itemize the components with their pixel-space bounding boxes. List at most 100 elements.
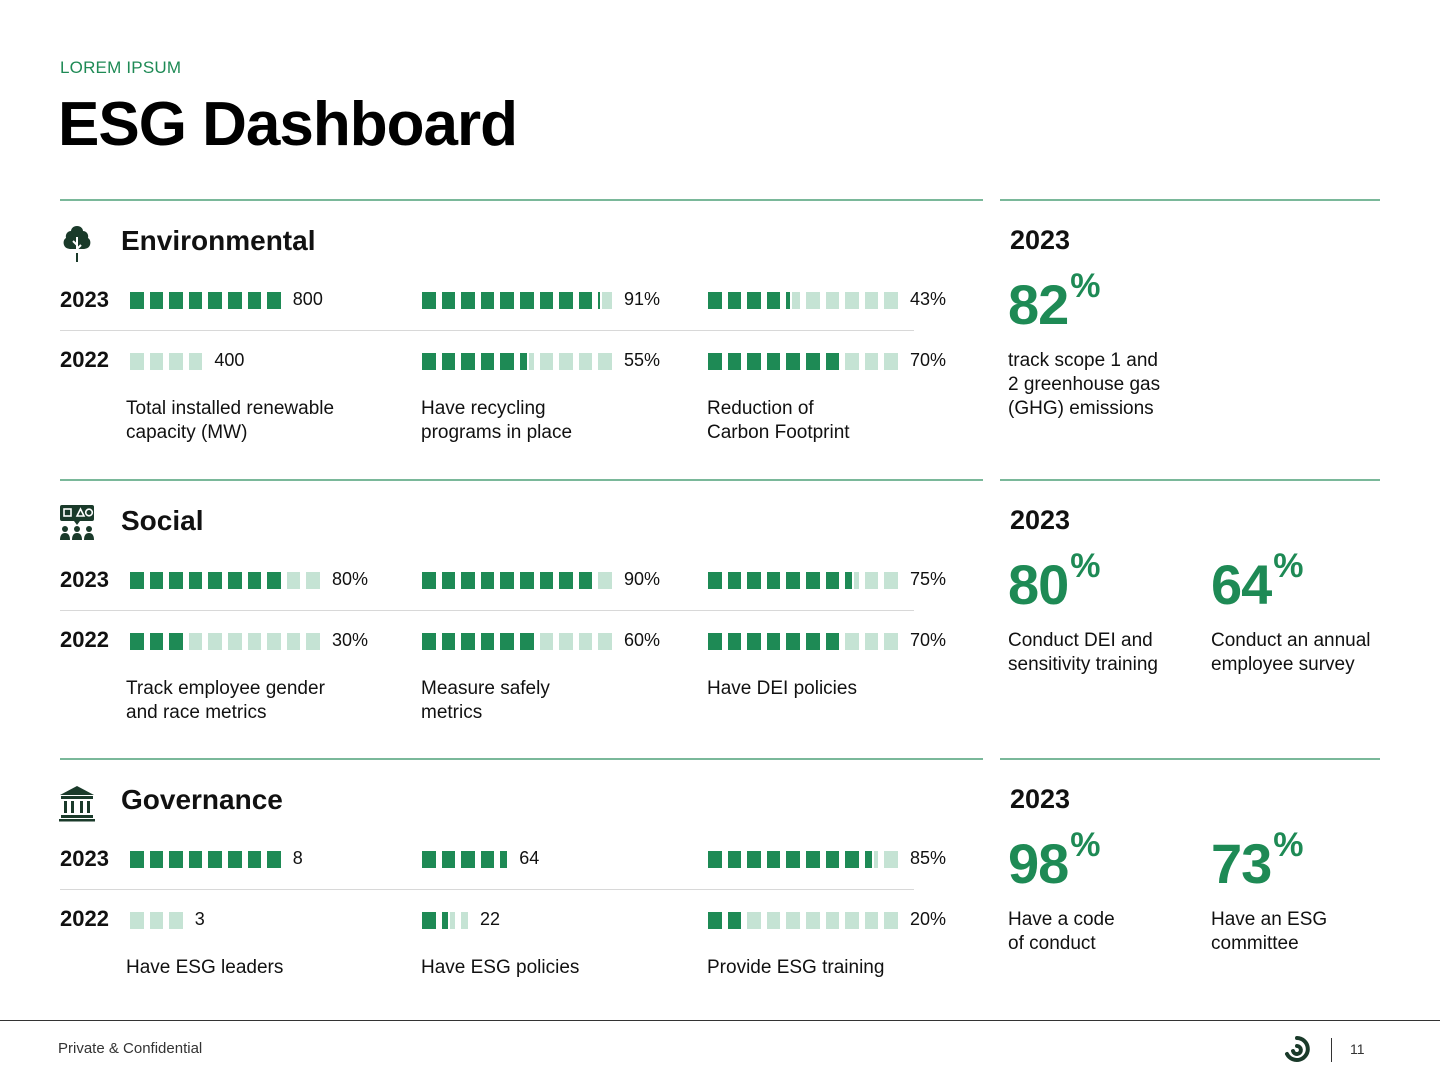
bar-segment-empty (286, 633, 301, 650)
bar-segment-filled (786, 633, 800, 650)
metric-value: 3 (194, 909, 205, 929)
bar-segment-filled (500, 353, 514, 370)
bar-segment-filled (441, 292, 456, 309)
bar-segment-empty (450, 912, 456, 929)
bar-segment-empty (825, 292, 840, 309)
bar-segment-filled (578, 572, 593, 589)
bar-segment-empty (149, 353, 164, 370)
tree-icon (58, 223, 96, 263)
metric-label-line: Total installed renewable (126, 398, 335, 419)
bar-segment-filled (766, 292, 781, 309)
bar-segment-filled (747, 353, 761, 370)
stat-description: Have a code of conduct (1008, 908, 1188, 956)
stat-value: 64 (1211, 553, 1272, 616)
year-label-2022: 2022 (60, 906, 109, 931)
bar-segment-empty (845, 633, 859, 650)
metric-value: 64 (519, 848, 540, 868)
bar-segment-filled (480, 633, 495, 650)
bar-segment-filled (208, 851, 222, 868)
stat-unit: % (1273, 826, 1303, 864)
metric-label: Have ESG policies (421, 956, 701, 980)
bar-segment-empty (873, 851, 879, 868)
bar-segment-filled (708, 851, 722, 868)
bar-segment-filled (786, 851, 800, 868)
bar-segment-filled (247, 292, 262, 309)
bar-segment-filled (520, 292, 534, 309)
bar-segment-filled (422, 633, 436, 650)
bar-segment-filled (786, 292, 791, 309)
bar-segment-filled (825, 851, 840, 868)
metric-label: Measure safely metrics (421, 677, 701, 725)
metric-value: 43% (910, 289, 947, 309)
stat-description-line: sensitivity training (1008, 654, 1158, 675)
bar-segment-empty (130, 912, 144, 929)
bar-segment-filled (208, 292, 222, 309)
bar-segment-filled (806, 633, 820, 650)
bar-segment-empty (169, 353, 183, 370)
bar-segment-filled (539, 572, 554, 589)
bar-segment-filled (766, 353, 781, 370)
metric-value: 55% (624, 350, 661, 370)
bar-segment-filled (228, 851, 242, 868)
section-rule-right (1000, 199, 1380, 201)
bar-segment-empty (884, 633, 898, 650)
metric-label-line: Measure safely (421, 678, 550, 699)
metric-value: 8 (292, 848, 303, 868)
metric-label-line: Track employee gender (126, 678, 325, 699)
bar-segment-filled (149, 572, 164, 589)
bar-segment-filled (149, 292, 164, 309)
metric-value: 70% (910, 350, 947, 370)
metric-label: Have DEI policies (707, 677, 987, 701)
bar-segment-empty (854, 572, 859, 589)
section-governance: Governance 2023 2022 8 3 Have ESG leaders 64 22… (0, 758, 1440, 1038)
bar-segment-filled (845, 851, 859, 868)
row-divider (60, 889, 914, 890)
stat-value: 98 (1008, 832, 1069, 895)
stat-description: track scope 1 and 2 greenhouse gas (GHG) e… (1008, 349, 1188, 421)
bar-segment-filled (208, 572, 222, 589)
stat-description-line: Have a code (1008, 909, 1115, 930)
bank-icon (58, 782, 96, 822)
bar-segment-filled (228, 572, 242, 589)
summary-stat: 82% (1008, 269, 1101, 335)
summary-year: 2023 (1010, 225, 1071, 255)
bar-segment-empty (598, 572, 612, 589)
bar-segment-empty (578, 633, 593, 650)
stat-description-line: of conduct (1008, 933, 1096, 954)
bar-segment-filled (130, 633, 144, 650)
bar-segment-filled (441, 912, 449, 929)
bar-segment-empty (845, 292, 859, 309)
section-rule-right (1000, 758, 1380, 760)
summary-year: 2023 (1010, 784, 1071, 814)
bar-segment-filled (786, 572, 800, 589)
bar-segment-empty (864, 353, 879, 370)
bar-segment-filled (727, 292, 742, 309)
page-number: 11 (1350, 1041, 1365, 1057)
metric-label-line: metrics (421, 702, 483, 723)
bar-segment-empty (884, 572, 898, 589)
bar-segment-filled (825, 633, 840, 650)
bar-segment-filled (845, 572, 852, 589)
bar-segment-empty (188, 353, 203, 370)
bar-segment-filled (441, 851, 456, 868)
metric-value: 91% (624, 289, 661, 309)
stat-unit: % (1070, 267, 1100, 305)
bar-segment-filled (520, 633, 534, 650)
bar-segment-filled (727, 912, 742, 929)
bar-segment-empty (747, 912, 761, 929)
bar-segment-filled (169, 633, 183, 650)
bar-segment-filled (806, 851, 820, 868)
bar-segment-filled (461, 851, 475, 868)
bar-segment-empty (286, 572, 301, 589)
footer-separator (1331, 1038, 1332, 1062)
section-rule (60, 479, 983, 481)
summary-stat: 73% (1211, 828, 1304, 894)
metric-label: Reduction of Carbon Footprint (707, 397, 987, 445)
metric-value: 30% (332, 630, 369, 650)
bar-segment-empty (149, 912, 164, 929)
bar-segment-filled (766, 851, 781, 868)
bar-segment-filled (747, 851, 761, 868)
metric-label-line: Have recycling (421, 398, 546, 419)
footer-divider (0, 1020, 1440, 1021)
section-title: Social (121, 505, 204, 536)
